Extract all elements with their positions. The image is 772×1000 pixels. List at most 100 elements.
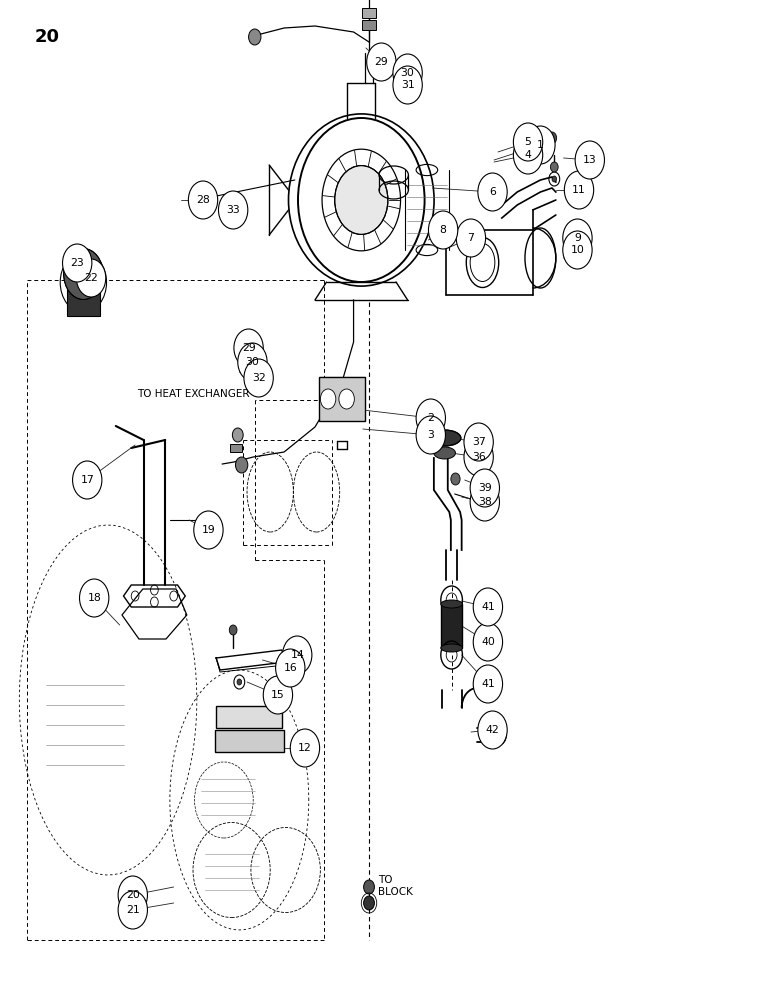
Text: 40: 40	[481, 637, 495, 647]
Circle shape	[235, 457, 248, 473]
Circle shape	[118, 876, 147, 914]
Text: 12: 12	[298, 743, 312, 753]
Circle shape	[473, 623, 503, 661]
Text: 1: 1	[537, 140, 543, 150]
Text: 17: 17	[80, 475, 94, 485]
FancyBboxPatch shape	[216, 706, 282, 728]
Text: 41: 41	[481, 602, 495, 612]
Circle shape	[283, 636, 312, 674]
Text: 32: 32	[252, 373, 266, 383]
Circle shape	[393, 66, 422, 104]
Text: 30: 30	[401, 68, 415, 78]
Ellipse shape	[428, 430, 461, 446]
Circle shape	[563, 219, 592, 257]
Circle shape	[73, 461, 102, 499]
Circle shape	[367, 43, 396, 81]
Text: 31: 31	[401, 80, 415, 90]
Circle shape	[416, 399, 445, 437]
Text: 20: 20	[35, 28, 59, 46]
Circle shape	[513, 123, 543, 161]
Text: 18: 18	[87, 593, 101, 603]
Circle shape	[428, 211, 458, 249]
Text: 29: 29	[242, 343, 256, 353]
Text: 7: 7	[468, 233, 474, 243]
FancyBboxPatch shape	[441, 604, 462, 648]
Circle shape	[473, 665, 503, 703]
Circle shape	[478, 711, 507, 749]
Circle shape	[237, 679, 242, 685]
Text: 4: 4	[525, 150, 531, 160]
Text: 22: 22	[84, 273, 98, 283]
Text: 10: 10	[571, 245, 584, 255]
Text: TO HEAT EXCHANGER: TO HEAT EXCHANGER	[137, 389, 250, 399]
Text: BLOCK: BLOCK	[378, 887, 413, 897]
Text: 16: 16	[283, 663, 297, 673]
Text: 9: 9	[574, 233, 581, 243]
FancyBboxPatch shape	[230, 444, 242, 452]
Circle shape	[526, 126, 555, 164]
FancyBboxPatch shape	[215, 730, 284, 752]
Circle shape	[575, 141, 604, 179]
Circle shape	[63, 244, 92, 282]
Circle shape	[335, 166, 388, 234]
Circle shape	[276, 649, 305, 687]
Text: 21: 21	[126, 905, 140, 915]
Circle shape	[118, 891, 147, 929]
Circle shape	[63, 248, 103, 300]
Text: 28: 28	[196, 195, 210, 205]
Circle shape	[470, 483, 499, 521]
FancyBboxPatch shape	[319, 377, 365, 421]
Text: 5: 5	[525, 137, 531, 147]
Circle shape	[491, 725, 506, 745]
Circle shape	[547, 132, 557, 144]
Text: 33: 33	[226, 205, 240, 215]
Circle shape	[464, 438, 493, 476]
FancyBboxPatch shape	[362, 8, 376, 18]
Ellipse shape	[434, 447, 455, 459]
Circle shape	[473, 588, 503, 626]
Circle shape	[563, 231, 592, 269]
Text: 20: 20	[126, 890, 140, 900]
Circle shape	[232, 428, 243, 442]
Text: 29: 29	[374, 57, 388, 67]
Circle shape	[339, 389, 354, 409]
Text: 30: 30	[245, 357, 259, 367]
Circle shape	[263, 676, 293, 714]
Text: 15: 15	[271, 690, 285, 700]
Circle shape	[564, 171, 594, 209]
Text: 37: 37	[472, 437, 486, 447]
Circle shape	[550, 162, 558, 172]
Circle shape	[552, 176, 557, 182]
Circle shape	[218, 191, 248, 229]
Circle shape	[364, 880, 374, 894]
Text: 36: 36	[472, 452, 486, 462]
Circle shape	[188, 181, 218, 219]
Text: 3: 3	[428, 430, 434, 440]
Circle shape	[290, 729, 320, 767]
Text: 19: 19	[201, 525, 215, 535]
FancyBboxPatch shape	[362, 20, 376, 30]
Circle shape	[478, 173, 507, 211]
FancyBboxPatch shape	[67, 274, 100, 316]
Text: 11: 11	[572, 185, 586, 195]
Ellipse shape	[441, 644, 462, 652]
Circle shape	[80, 579, 109, 617]
Circle shape	[234, 329, 263, 367]
Circle shape	[364, 896, 374, 910]
Circle shape	[249, 29, 261, 45]
Text: 38: 38	[478, 497, 492, 507]
Circle shape	[464, 423, 493, 461]
Circle shape	[470, 469, 499, 507]
Circle shape	[456, 219, 486, 257]
Text: 42: 42	[486, 725, 499, 735]
Text: 41: 41	[481, 679, 495, 689]
Text: 2: 2	[428, 413, 434, 423]
Circle shape	[238, 343, 267, 381]
Text: TO: TO	[378, 875, 393, 885]
Circle shape	[416, 416, 445, 454]
Circle shape	[76, 259, 106, 297]
Text: 6: 6	[489, 187, 496, 197]
Circle shape	[244, 359, 273, 397]
Circle shape	[320, 389, 336, 409]
Circle shape	[195, 194, 204, 206]
